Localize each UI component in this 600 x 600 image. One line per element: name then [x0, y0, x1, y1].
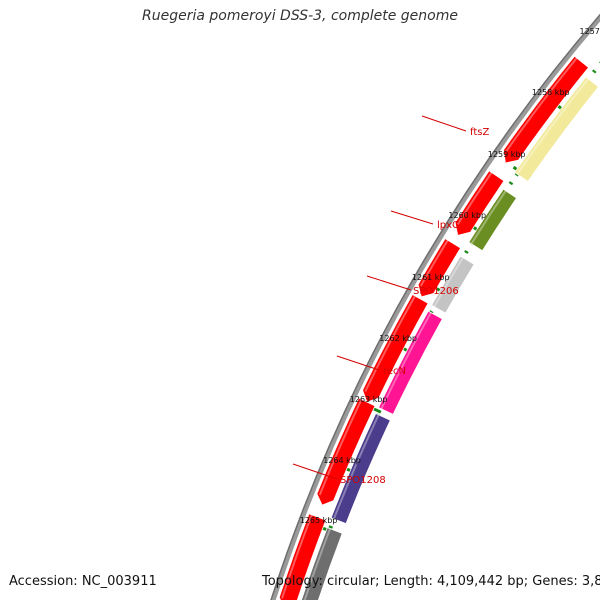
leader-line-recN [336, 355, 380, 371]
scale-label: 1259 kbp [488, 150, 526, 159]
cds-forward-6-shade [318, 398, 363, 496]
cds-forward-7-shade [281, 514, 313, 599]
gene-lpxC-bar-shade [470, 190, 507, 245]
leader-line-ftsZ [421, 115, 467, 132]
scale-label: 1263 kbp [350, 395, 388, 404]
leader-line-SPO1206 [366, 275, 412, 291]
scale-label: 1257 kbp [579, 27, 600, 36]
backbone-outer [270, 13, 600, 600]
gene-recN-bar [378, 310, 443, 415]
minor-tick [592, 69, 597, 74]
cds-forward-6 [316, 397, 376, 506]
minor-tick [508, 181, 514, 186]
scale-label: 1261 kbp [412, 273, 450, 282]
feature-tracks [278, 24, 600, 600]
cds-forward-4-shade [419, 239, 449, 287]
backbone-arc [270, 13, 600, 600]
gene-next-bar-shade [303, 528, 332, 600]
scale-label: 1265 kbp [300, 516, 338, 525]
gene-ftsZ-bar-shade [516, 78, 590, 175]
scale-label: 1260 kbp [448, 211, 486, 220]
cds-forward-6-body [316, 397, 376, 506]
scale-label: 1262 kbp [379, 334, 417, 343]
gene-ftsZ-bar [514, 76, 600, 183]
cds-forward-4 [417, 238, 462, 298]
gene-ftsZ-bar-body [514, 76, 600, 183]
gene-SPO1208-bar [330, 412, 391, 525]
cds-forward-3-shade [456, 171, 493, 225]
leader-line-SPO1208 [292, 463, 338, 480]
scale-label: 1258 kbp [532, 88, 570, 97]
gene-next-bar-body [301, 527, 343, 600]
minor-tick [464, 249, 469, 254]
major-tick [372, 407, 382, 414]
cds-forward-5 [362, 293, 429, 403]
leader-line-lpxC [390, 210, 434, 225]
gene-lpxC-bar [468, 188, 518, 252]
cds-forward-5-body [362, 293, 429, 403]
gene-label-recN: recN [383, 366, 406, 377]
labels: 1257 kbp 1258 kbp 1259 kbp 1260 kbp 1261 kbp… [292, 27, 600, 525]
gene-lpxC-bar-body [468, 188, 518, 252]
minor-tick [428, 310, 434, 315]
cds-forward-3 [454, 170, 505, 236]
gene-SPO1206-bar [431, 255, 475, 314]
cds-forward-4-body [417, 238, 462, 298]
gene-recN-bar-shade [380, 312, 432, 410]
gene-label-SPO1206: SPO1206 [413, 286, 459, 297]
scale-label: 1264 kbp [323, 456, 361, 465]
minor-tick [514, 172, 520, 177]
gene-recN-bar-body [378, 310, 443, 415]
gene-SPO1206-bar-body [431, 255, 475, 314]
accession-text: Accession: NC_003911 [9, 574, 157, 589]
cds-forward-2-body [503, 55, 590, 164]
gene-SPO1206-bar-shade [433, 257, 464, 308]
backbone-edge [270, 13, 600, 600]
map-title: Ruegeria pomeroyi DSS-3, complete genome [142, 8, 458, 24]
gene-SPO1208-bar-body [330, 412, 391, 525]
cds-forward-2-shade [505, 57, 578, 153]
topology-text: Topology: circular; Length: 4,109,442 bp… [262, 574, 600, 589]
minor-tick [328, 525, 333, 529]
gene-label-SPO1208: SPO1208 [340, 475, 386, 486]
gene-SPO1208-bar-shade [332, 414, 380, 520]
gene-label-lpxC: lpxC [437, 220, 459, 231]
cds-forward-7-body [278, 513, 327, 600]
cds-forward-2 [503, 55, 590, 164]
gene-label-ftsZ: ftsZ [470, 127, 489, 138]
cds-forward-3-body [454, 170, 505, 236]
gene-next-bar [301, 527, 343, 600]
cds-forward-7 [278, 513, 327, 600]
cds-forward-5-shade [364, 295, 416, 392]
